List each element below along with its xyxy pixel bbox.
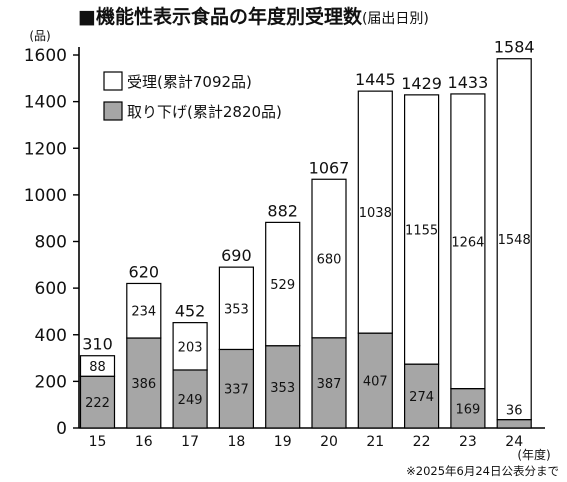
y-tick-label: 1400 bbox=[24, 93, 67, 113]
bar-segment-withdrawn bbox=[126, 337, 162, 429]
bar-segment-accepted bbox=[172, 322, 208, 371]
data-label-accepted: 1038 bbox=[359, 206, 392, 221]
bar-segment-accepted bbox=[218, 266, 254, 351]
data-label-withdrawn: 407 bbox=[363, 375, 388, 390]
x-tick-label: 15 bbox=[89, 434, 107, 450]
x-tick-label: 16 bbox=[135, 434, 153, 450]
y-tick-label: 0 bbox=[56, 419, 67, 439]
footnote: ※2025年6月24日公表分まで bbox=[406, 464, 559, 478]
y-tick-label: 1000 bbox=[24, 186, 67, 206]
y-tick-label: 1200 bbox=[24, 139, 67, 159]
data-label-withdrawn: 222 bbox=[85, 396, 110, 411]
data-label-withdrawn: 387 bbox=[317, 377, 342, 392]
bar-segment-withdrawn bbox=[172, 369, 208, 429]
data-label-accepted: 234 bbox=[131, 305, 156, 320]
bar-segment-accepted bbox=[79, 355, 116, 377]
data-label-accepted: 1264 bbox=[451, 235, 484, 250]
data-label-withdrawn: 386 bbox=[131, 377, 156, 392]
y-tick-label: 200 bbox=[35, 372, 67, 392]
y-tick-label: 600 bbox=[35, 279, 67, 299]
bar-segment-withdrawn bbox=[496, 419, 532, 429]
x-tick-label: 20 bbox=[320, 434, 338, 450]
x-tick-label: 21 bbox=[366, 434, 384, 450]
legend-swatch bbox=[103, 101, 123, 121]
data-label-accepted: 1155 bbox=[405, 223, 438, 238]
x-tick-label: 19 bbox=[274, 434, 292, 450]
data-label-withdrawn: 249 bbox=[178, 393, 203, 408]
x-tick-label: 18 bbox=[227, 434, 245, 450]
data-label-total: 1429 bbox=[401, 74, 442, 93]
bar-segment-withdrawn bbox=[357, 332, 393, 429]
x-axis-unit-label: (年度) bbox=[517, 447, 550, 462]
data-label-total: 1067 bbox=[309, 158, 350, 177]
x-tick-label: 23 bbox=[459, 434, 477, 450]
chart-subtitle: (届出日別) bbox=[361, 11, 429, 27]
data-label-accepted: 529 bbox=[270, 278, 295, 293]
bar-segment-withdrawn bbox=[311, 337, 347, 429]
data-label-accepted: 1548 bbox=[498, 233, 531, 248]
bar-segment-withdrawn bbox=[265, 345, 301, 429]
bar-segment-accepted bbox=[265, 221, 301, 347]
data-label-total: 452 bbox=[175, 302, 206, 321]
bar-segment-withdrawn bbox=[79, 375, 116, 429]
data-label-withdrawn: 36 bbox=[506, 404, 523, 419]
bar-segment-accepted bbox=[357, 90, 393, 334]
data-label-withdrawn: 169 bbox=[455, 402, 480, 417]
data-label-withdrawn: 337 bbox=[224, 383, 249, 398]
data-label-total: 1584 bbox=[494, 38, 535, 57]
x-tick-label: 24 bbox=[505, 434, 523, 450]
x-tick-label: 17 bbox=[181, 434, 199, 450]
data-label-withdrawn: 274 bbox=[409, 390, 434, 405]
y-tick-label: 1600 bbox=[24, 46, 67, 66]
bar-segment-accepted bbox=[311, 178, 347, 339]
data-label-withdrawn: 353 bbox=[270, 381, 295, 396]
data-label-accepted: 88 bbox=[89, 360, 106, 375]
y-axis-unit-label: (品) bbox=[29, 29, 50, 43]
y-tick-label: 400 bbox=[35, 326, 67, 346]
data-label-accepted: 353 bbox=[224, 302, 249, 317]
data-label-total: 690 bbox=[221, 246, 252, 265]
chart-title-text: ■機能性表示食品の年度別受理数 bbox=[78, 6, 362, 28]
legend-label: 取り下げ(累計2820品) bbox=[127, 103, 282, 121]
legend-swatch bbox=[103, 71, 123, 91]
bar-segment-accepted bbox=[496, 58, 532, 421]
data-label-total: 1445 bbox=[355, 70, 396, 89]
x-tick-label: 22 bbox=[413, 434, 431, 450]
legend-label: 受理(累計7092品) bbox=[127, 73, 252, 91]
y-tick-label: 800 bbox=[35, 233, 67, 253]
chart-title: ■機能性表示食品の年度別受理数(届出日別) bbox=[78, 2, 429, 29]
data-label-accepted: 203 bbox=[178, 340, 203, 355]
bar-segment-withdrawn bbox=[450, 388, 486, 429]
bar-segment-accepted bbox=[126, 282, 162, 339]
data-label-accepted: 680 bbox=[317, 253, 342, 268]
bar-segment-accepted bbox=[404, 94, 440, 365]
bar-segment-accepted bbox=[450, 93, 486, 390]
data-label-total: 882 bbox=[267, 201, 298, 220]
data-label-total: 310 bbox=[82, 335, 113, 354]
data-label-total: 620 bbox=[129, 262, 160, 281]
data-label-total: 1433 bbox=[448, 73, 489, 92]
